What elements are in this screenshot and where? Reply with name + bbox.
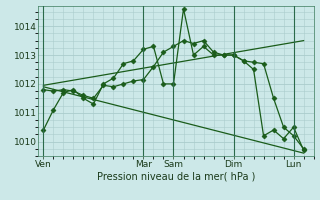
X-axis label: Pression niveau de la mer( hPa ): Pression niveau de la mer( hPa ) [97, 172, 255, 182]
